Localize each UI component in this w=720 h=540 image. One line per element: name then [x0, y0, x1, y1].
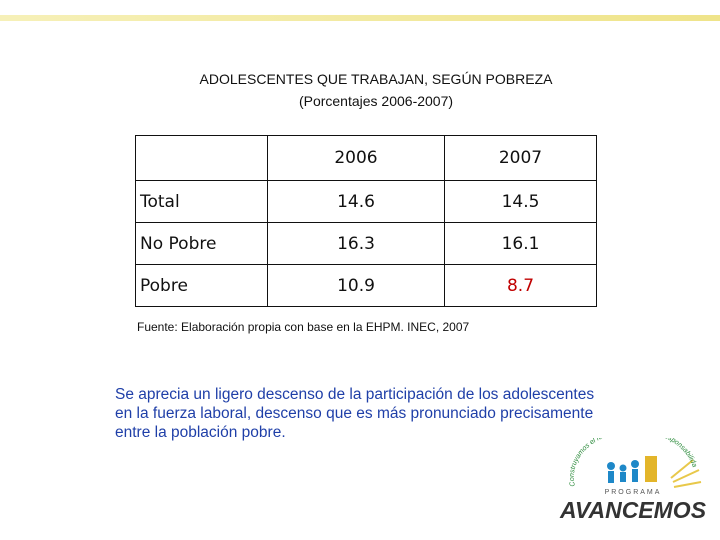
paragraph: Se aprecia un ligero descenso de la part… — [115, 386, 595, 441]
row: Pobre 10.9 8.7 — [135, 264, 597, 307]
row-label: Total — [135, 180, 268, 223]
column-header: 2006 — [267, 135, 445, 181]
empty-cell — [135, 135, 268, 181]
row-label: Pobre — [135, 264, 268, 307]
logo-figures — [607, 460, 639, 483]
cell: 16.3 — [267, 222, 445, 265]
logo: Construyamos el futuro, compartiendo res… — [553, 438, 707, 523]
title: ADOLESCENTES QUE TRABAJAN, SEGÚN POBREZA — [199, 71, 553, 87]
row: Total 14.6 14.5 — [135, 180, 597, 223]
top-bar — [0, 15, 720, 21]
column-header: 2007 — [444, 135, 597, 181]
header-row: 2006 2007 — [135, 135, 597, 181]
cell: 16.1 — [444, 222, 597, 265]
logo-building — [645, 456, 657, 482]
cell: 14.6 — [267, 180, 445, 223]
subtitle: (Porcentajes 2006-2007) — [298, 93, 454, 109]
cell: 8.7 — [444, 264, 597, 307]
row-label: No Pobre — [135, 222, 268, 265]
data-table: 2006 2007 Total 14.6 14.5 No Pobre 16.3 … — [135, 135, 597, 307]
row: No Pobre 16.3 16.1 — [135, 222, 597, 265]
cell: 14.5 — [444, 180, 597, 223]
logo-name: AVANCEMOS — [559, 497, 707, 523]
logo-program: PROGRAMA — [605, 489, 662, 496]
cell: 10.9 — [267, 264, 445, 307]
source-note: Fuente: Elaboración propia con base en l… — [137, 320, 470, 334]
logo-rays — [670, 459, 702, 488]
